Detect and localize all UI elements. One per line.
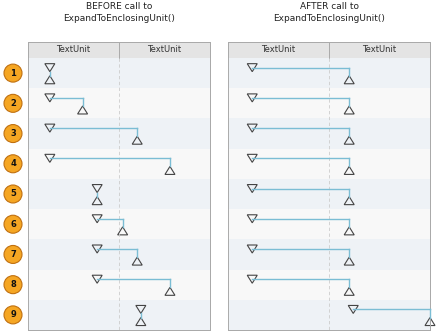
Circle shape — [4, 155, 22, 173]
Bar — [228, 42, 430, 330]
Circle shape — [4, 125, 22, 142]
Bar — [228, 269, 430, 300]
Bar — [228, 42, 430, 58]
Text: 2: 2 — [10, 99, 16, 108]
Text: TextUnit: TextUnit — [262, 45, 296, 54]
Text: 3: 3 — [10, 129, 16, 138]
Text: TextUnit: TextUnit — [362, 45, 397, 54]
Bar — [228, 239, 430, 269]
Bar — [228, 300, 430, 330]
Circle shape — [4, 215, 22, 233]
Text: 6: 6 — [10, 220, 16, 229]
Bar — [28, 149, 210, 179]
Bar — [228, 209, 430, 239]
Bar — [28, 119, 210, 149]
Text: 1: 1 — [10, 69, 16, 78]
Text: 7: 7 — [10, 250, 16, 259]
Bar — [228, 88, 430, 119]
Text: 9: 9 — [10, 310, 16, 320]
Bar — [228, 58, 430, 88]
Circle shape — [4, 94, 22, 112]
Bar — [28, 42, 210, 330]
Circle shape — [4, 245, 22, 263]
Bar — [28, 300, 210, 330]
Bar — [28, 179, 210, 209]
Bar — [28, 209, 210, 239]
Bar — [28, 88, 210, 119]
Bar — [228, 119, 430, 149]
Text: 5: 5 — [10, 190, 16, 199]
Text: 4: 4 — [10, 159, 16, 168]
Bar — [28, 58, 210, 88]
Bar — [28, 42, 210, 58]
Bar — [28, 269, 210, 300]
Text: TextUnit: TextUnit — [56, 45, 91, 54]
Bar — [228, 179, 430, 209]
Text: 8: 8 — [10, 280, 16, 289]
Text: BEFORE call to
ExpandToEnclosingUnit(): BEFORE call to ExpandToEnclosingUnit() — [63, 2, 175, 23]
Text: TextUnit: TextUnit — [147, 45, 181, 54]
Circle shape — [4, 276, 22, 294]
Bar — [28, 239, 210, 269]
Circle shape — [4, 306, 22, 324]
Circle shape — [4, 185, 22, 203]
Bar — [228, 149, 430, 179]
Circle shape — [4, 64, 22, 82]
Text: AFTER call to
ExpandToEnclosingUnit(): AFTER call to ExpandToEnclosingUnit() — [273, 2, 385, 23]
